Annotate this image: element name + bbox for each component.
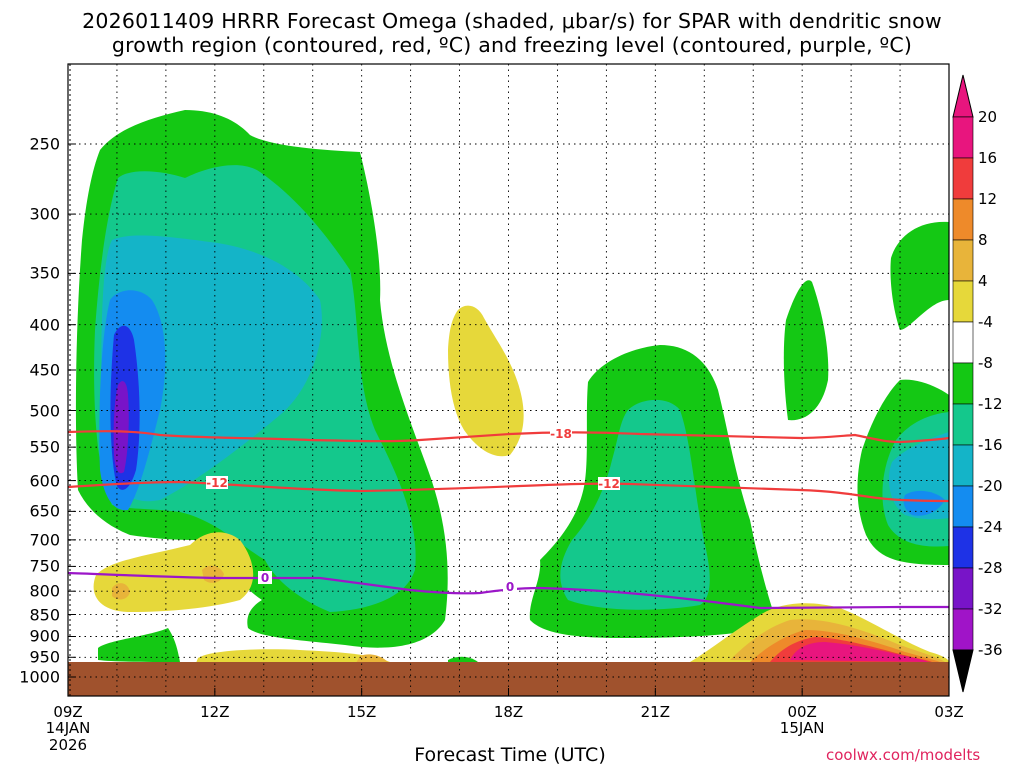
y-tick-label: 450	[29, 360, 60, 380]
colorbar-bottom-arrow	[952, 649, 974, 693]
contour-label-bg	[550, 427, 572, 440]
y-tick-label: 550	[29, 437, 60, 457]
omega-region-yellow	[93, 532, 254, 612]
colorbar-swatch	[952, 321, 974, 364]
x-tick-label: 09Z	[53, 703, 83, 721]
x-axis-label: Forecast Time (UTC)	[414, 744, 606, 766]
colorbar-swatch	[952, 362, 974, 405]
x-date-label: 2026	[48, 736, 88, 754]
colorbar-label: -12	[978, 395, 1003, 413]
omega-region-purple	[113, 381, 129, 474]
x-tick-marks	[67, 688, 950, 696]
omega-region-green	[448, 656, 478, 663]
x-tick-label: 00Z	[787, 703, 817, 721]
y-tick-label: 700	[29, 530, 60, 550]
y-tick-label: 400	[29, 315, 60, 335]
colorbar-swatch	[952, 485, 974, 528]
dgz-minus-12-contour	[68, 480, 949, 503]
y-tick-label: 800	[29, 581, 60, 601]
site-credit: coolwx.com/modelts	[826, 746, 981, 764]
omega-region-yellow	[196, 649, 390, 663]
omega-region-teal	[560, 399, 710, 610]
colorbar-label: 4	[978, 272, 988, 290]
dgz-minus-12-label-2: -12	[598, 477, 620, 491]
contour-label-bg	[598, 477, 620, 490]
y-tick-label: 500	[29, 401, 60, 420]
omega-region-green	[783, 280, 829, 421]
colorbar-label: 16	[978, 149, 998, 167]
x-tick-label: 12Z	[200, 703, 230, 721]
colorbar-label: -36	[978, 641, 1003, 659]
chart-title-line-2: growth region (contoured, red, ºC) and f…	[111, 33, 913, 57]
y-tick-label: 650	[29, 501, 60, 521]
dgz-minus-12-label-1: -12	[206, 476, 228, 490]
colorbar-swatch	[952, 526, 974, 569]
dgz-minus-18-label: -18	[550, 427, 572, 441]
omega-region-blue	[903, 490, 945, 516]
y-tick-marks	[68, 143, 76, 678]
freezing-0-label-1: 0	[261, 571, 269, 585]
y-tick-label: 300	[29, 204, 60, 224]
colorbar-label: -20	[978, 477, 1003, 495]
colorbar-label: -28	[978, 559, 1003, 577]
x-date-label: 15JAN	[779, 719, 825, 737]
x-date-label: 14JAN	[45, 719, 91, 737]
y-tick-label: 900	[29, 626, 60, 646]
x-tick-label: 03Z	[934, 703, 964, 721]
colorbar-label: -32	[978, 600, 1003, 618]
colorbar-swatch	[952, 444, 974, 487]
colorbar-label: -4	[978, 313, 993, 331]
x-tick-label: 18Z	[493, 703, 524, 721]
x-tick-label: 21Z	[640, 703, 671, 721]
colorbar-swatch	[952, 116, 974, 159]
colorbar-swatch	[952, 239, 974, 282]
colorbar-swatch	[952, 567, 974, 610]
colorbar-label: -24	[978, 518, 1003, 536]
omega-region-green	[890, 221, 949, 330]
colorbar-label: 8	[978, 231, 988, 249]
colorbar-label: 20	[978, 108, 998, 126]
omega-region-green	[98, 628, 180, 662]
contour-label-bg	[206, 476, 228, 489]
omega-region-yellow	[448, 305, 524, 457]
x-tick-label: 15Z	[346, 703, 377, 721]
freezing-0-label-2: 0	[506, 580, 514, 594]
y-tick-label: 600	[29, 471, 60, 491]
y-tick-label: 950	[29, 647, 60, 667]
colorbar-swatch	[952, 280, 974, 323]
colorbar-top-arrow	[952, 74, 974, 118]
contour-labels: -18 -12 -12 0 0	[206, 427, 620, 594]
chart-title-line-1: 2026011409 HRRR Forecast Omega (shaded, …	[82, 9, 942, 33]
colorbar-swatch	[952, 198, 974, 241]
dgz-minus-18-contour	[68, 430, 949, 444]
y-tick-label: 850	[29, 605, 60, 624]
omega-plot-area: -18 -12 -12 0 0	[68, 64, 949, 696]
colorbar-swatch	[952, 157, 974, 200]
contour-label-bg	[258, 571, 272, 584]
colorbar-label: -8	[978, 354, 993, 372]
colorbar-swatch	[952, 403, 974, 446]
colorbar-swatch	[952, 608, 974, 651]
y-tick-label: 350	[29, 263, 60, 283]
colorbar	[952, 74, 974, 693]
contour-label-bg	[503, 580, 517, 593]
omega-region-tan	[356, 654, 388, 663]
y-tick-label: 750	[29, 556, 60, 576]
y-tick-label: 250	[29, 134, 60, 154]
colorbar-label: -16	[978, 436, 1003, 454]
y-tick-label: 1000	[19, 667, 60, 687]
colorbar-label: 12	[978, 190, 998, 208]
